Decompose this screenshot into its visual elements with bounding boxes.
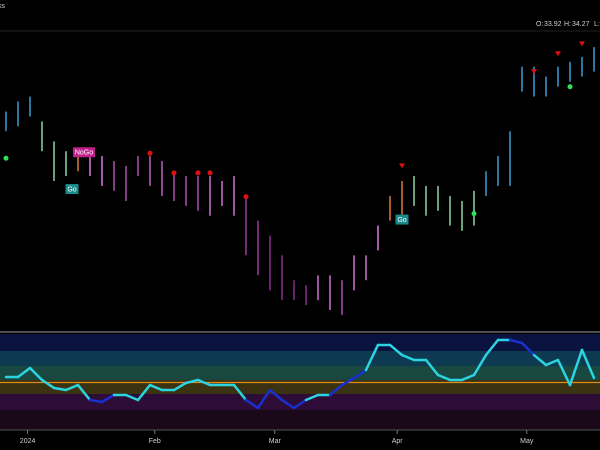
signal-dot [147,150,153,156]
oscillator-segment [352,368,368,380]
oscillator-segment [472,353,488,377]
oscillator-segment [580,348,596,380]
oscillator-segment [28,366,44,382]
oscillator-segment [340,376,356,387]
oscillator-segment [64,383,80,392]
signal-dot [567,84,573,90]
oscillator-segment [40,378,56,390]
oscillator-segment [172,381,188,392]
high-value: 34.27 [572,21,590,28]
signal-dot [471,211,477,217]
band [0,351,600,366]
x-tick-label: May [520,438,534,445]
osc-bands [0,334,600,430]
oscillator-segment [244,398,260,410]
oscillator-segment [304,393,320,402]
band [0,366,600,380]
low-label: L: [594,21,600,28]
oscillator-segment [568,348,584,387]
signal-triangle [579,41,585,47]
oscillator-segment [124,393,140,402]
oscillator-segment [544,358,560,367]
oscillator-segment [148,383,164,392]
oscillator-segment [88,398,104,404]
signal-dot [207,170,213,176]
band [0,334,600,351]
oscillator-segment [388,343,404,357]
symbol: ks [0,3,6,10]
oscillator-segment [556,358,572,387]
x-tick-label: Mar [269,438,282,445]
annotation-box [73,147,95,158]
signal-dot [3,155,9,161]
oscillator-segment [52,386,68,392]
oscillator-segment [292,398,308,410]
signal-triangle [555,51,561,57]
open-label: O: [536,21,543,28]
oscillator-segment [532,353,548,367]
oscillator-segment [484,338,500,357]
band [0,410,600,430]
oscillator-segment [508,338,524,345]
signal-triangle [399,163,405,169]
oscillator-segment [424,358,440,377]
signal-dot [243,194,249,200]
oscillator-segment [196,378,212,387]
oscillator-segment [364,343,380,372]
oscillator-segment [76,383,92,402]
oscillator-segment [280,398,296,410]
oscillator-segment [16,366,32,379]
oscillator-segment [136,383,152,402]
oscillator-segment [100,393,116,404]
annotation-box [65,184,79,195]
annotation-box [395,214,409,225]
oscillator-segment [460,373,476,382]
oscillator-segment [328,383,344,397]
oscillator-segment [436,373,452,382]
high-label: H: [564,21,571,28]
annotation: Go [397,217,406,224]
annotation: Go [67,186,76,193]
oscillator-segment [400,353,416,362]
x-tick-label: Apr [392,438,404,445]
oscillator-segment [520,341,536,357]
oscillator-segment [268,388,284,402]
band [0,380,600,394]
signal-triangle [531,69,537,75]
oscillator-segment [232,383,248,402]
signal-dot [171,170,177,176]
annotation: NoGo [75,150,93,157]
oscillator-segment [256,388,272,410]
x-tick-label: 2024 [20,438,36,445]
band [0,394,600,410]
oscillator-segment [184,378,200,385]
x-tick-label: Feb [149,438,161,445]
signal-dot [195,170,201,176]
open-value: 33.92 [544,21,562,28]
